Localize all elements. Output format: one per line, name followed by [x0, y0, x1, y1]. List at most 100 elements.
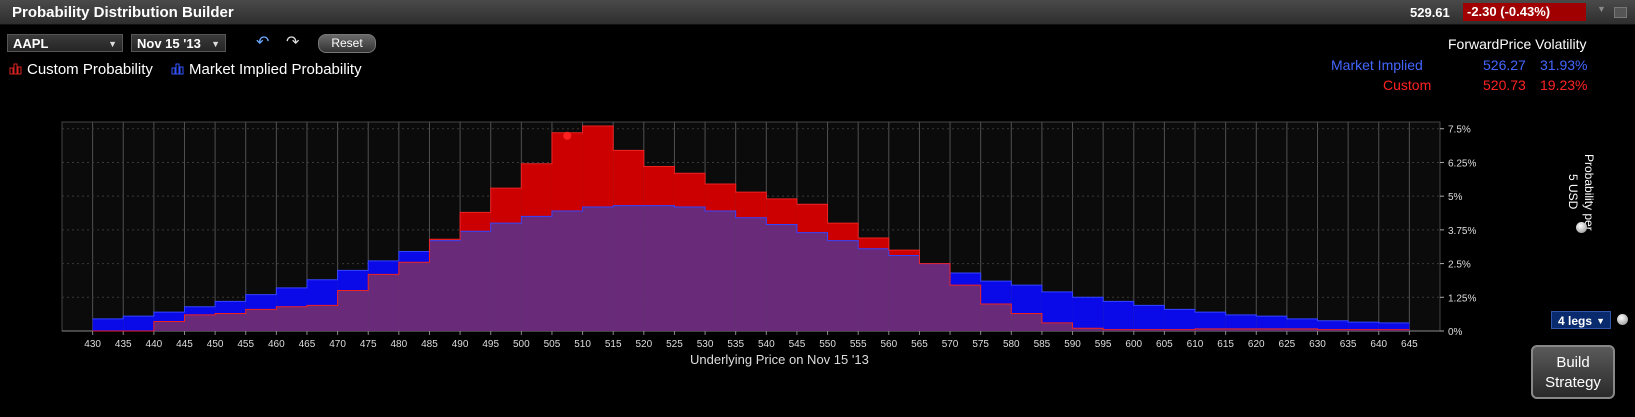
reset-button[interactable]: Reset [318, 34, 376, 53]
help-icon[interactable] [1576, 222, 1587, 233]
custom-bar [582, 126, 614, 207]
chevron-down-icon: ▼ [211, 39, 220, 49]
x-tick-label: 535 [727, 339, 744, 350]
custom-bar [674, 173, 706, 207]
x-tick-label: 515 [605, 339, 622, 350]
custom-probability-legend: Custom Probability [27, 61, 153, 78]
market-probability-icon [171, 63, 184, 75]
custom-bar [888, 250, 920, 256]
x-tick-label: 580 [1003, 339, 1020, 350]
overlap-bar [827, 240, 859, 331]
x-tick-label: 540 [758, 339, 775, 350]
y-tick-labels: 0% 1.25% 2.5% 3.75% 5% 6.25% 7.5% [1448, 125, 1476, 338]
overlap-bar [1378, 329, 1410, 331]
legs-dropdown[interactable]: 4 legs ▼ [1551, 311, 1611, 329]
chart-bars [92, 125, 1410, 332]
y-tick-label: 3.75% [1448, 226, 1476, 237]
market-bar [1225, 314, 1257, 329]
title-bar: Probability Distribution Builder 529.61 … [0, 0, 1635, 25]
y-tick-label: 2.5% [1448, 260, 1471, 271]
overlap-bar [245, 309, 277, 331]
x-tick-label: 620 [1248, 339, 1265, 350]
y-tick-label: 6.25% [1448, 158, 1476, 169]
legs-label: 4 legs [1558, 314, 1593, 328]
x-tick-label: 505 [544, 339, 561, 350]
overlap-bar [521, 216, 552, 331]
overlap-bar [1133, 329, 1165, 331]
y-axis-title: Probability per 5 USD [1566, 153, 1596, 231]
x-tick-label: 610 [1187, 339, 1204, 350]
overlap-bar [1011, 313, 1042, 331]
market-bar [950, 273, 981, 286]
market-bar [306, 279, 338, 306]
build-strategy-button[interactable]: Build Strategy [1531, 345, 1615, 399]
overlap-bar [919, 263, 951, 331]
custom-volatility: 19.23% [1540, 77, 1588, 93]
overlap-bar [950, 285, 981, 331]
expiry-value: Nov 15 '13 [137, 36, 201, 51]
chevron-down-icon[interactable]: ▼ [1597, 4, 1606, 14]
market-bar [1317, 320, 1349, 330]
x-tick-label: 465 [299, 339, 316, 350]
market-bar [1164, 309, 1196, 330]
custom-label: Custom [1383, 77, 1432, 93]
market-bar [215, 301, 246, 314]
overlap-bar [184, 314, 216, 331]
overlap-bar [1072, 328, 1104, 331]
overlap-bar [1256, 328, 1287, 331]
x-tick-label: 545 [789, 339, 806, 350]
custom-bar [827, 223, 859, 241]
expiry-dropdown[interactable]: Nov 15 '13 ▼ [131, 34, 226, 52]
market-bar [398, 251, 430, 263]
x-tick-label: 625 [1279, 339, 1296, 350]
overlap-bar [337, 290, 369, 331]
x-tick-label: 485 [421, 339, 438, 350]
y-tick-label: 7.5% [1448, 125, 1471, 136]
x-tick-label: 530 [697, 339, 714, 350]
x-tick-label: 500 [513, 339, 530, 350]
x-tick-label: 470 [329, 339, 346, 350]
last-price: 529.61 [1410, 5, 1450, 20]
overlap-bar [643, 205, 675, 331]
overlap-bar [582, 206, 614, 331]
x-tick-label: 460 [268, 339, 285, 350]
overlap-bar [551, 210, 583, 331]
x-tick-label: 565 [911, 339, 928, 350]
x-tick-label: 615 [1217, 339, 1234, 350]
market-bar [123, 316, 154, 331]
overlap-bar [1317, 329, 1349, 331]
x-tick-label: 605 [1156, 339, 1173, 350]
y-tick-label: 5% [1448, 192, 1463, 203]
market-series-line [92, 205, 1410, 324]
overlap-bar [153, 321, 185, 331]
overlap-bar [490, 223, 522, 331]
x-tick-label: 430 [84, 339, 101, 350]
chevron-down-icon: ▼ [1596, 316, 1605, 326]
x-tick-label: 475 [360, 339, 377, 350]
market-implied-volatility: 31.93% [1540, 57, 1588, 73]
overlap-bar [705, 210, 736, 331]
overlap-bar [215, 313, 246, 331]
redo-icon[interactable]: ↷ [286, 34, 300, 51]
market-bar [1286, 318, 1318, 329]
chevron-down-icon: ▼ [108, 39, 117, 49]
window-menu-icon[interactable] [1614, 7, 1627, 18]
overlap-bar [306, 305, 338, 331]
market-bar [1195, 312, 1226, 329]
x-tick-label: 585 [1034, 339, 1051, 350]
overlap-bar [1103, 329, 1134, 331]
x-tick-label: 595 [1095, 339, 1112, 350]
overlap-bar [276, 306, 307, 331]
market-bar [276, 287, 307, 307]
x-tick-label: 560 [880, 339, 897, 350]
x-tick-label: 445 [176, 339, 193, 350]
help-icon[interactable] [1617, 314, 1628, 325]
market-bar [1348, 322, 1379, 330]
overlap-bar [429, 240, 461, 331]
overlap-bar [858, 248, 889, 331]
symbol-dropdown[interactable]: AAPL ▼ [7, 34, 123, 52]
undo-icon[interactable]: ↶ [256, 34, 270, 51]
overlap-bar [735, 217, 767, 331]
custom-bar [735, 192, 767, 218]
